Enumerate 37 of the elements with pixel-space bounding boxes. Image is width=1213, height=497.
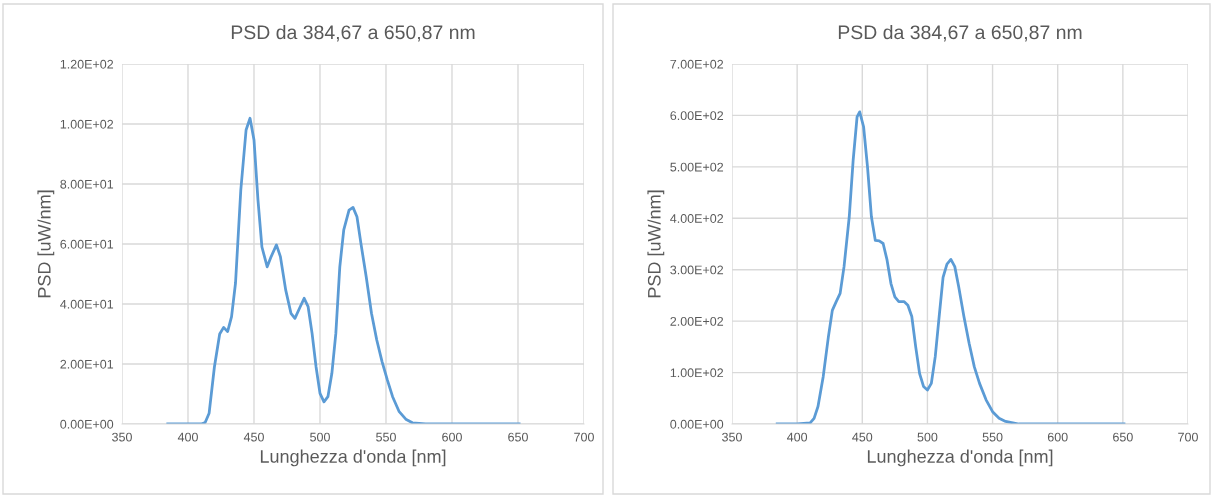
y-tick-label: 1.20E+02 xyxy=(60,59,114,69)
y-tick-label: 8.00E+01 xyxy=(60,179,114,189)
y-tick-label: 0.00E+00 xyxy=(670,419,724,429)
x-tick-label: 400 xyxy=(177,432,198,442)
x-tick-label: 500 xyxy=(917,432,938,442)
y-axis-title: PSD [uW/nm] xyxy=(37,190,55,298)
x-tick-label: 600 xyxy=(442,432,462,442)
x-tick-label: 550 xyxy=(982,432,1003,442)
x-tick-label: 650 xyxy=(1113,432,1133,442)
chart-title: PSD da 384,67 a 650,87 nm xyxy=(838,24,1082,42)
y-tick-label: 2.00E+02 xyxy=(670,316,724,326)
y-tick-label: 1.00E+02 xyxy=(60,119,114,129)
x-tick-label: 700 xyxy=(1178,432,1198,442)
x-tick-label: 450 xyxy=(243,432,264,442)
y-tick-label: 5.00E+02 xyxy=(670,162,724,172)
y-tick-label: 6.00E+02 xyxy=(670,111,724,121)
x-tick-label: 650 xyxy=(508,432,528,442)
x-tick-label: 600 xyxy=(1047,432,1068,442)
y-tick-label: 0.00E+00 xyxy=(60,419,114,429)
y-tick-label: 4.00E+01 xyxy=(60,299,114,309)
x-tick-label: 350 xyxy=(722,432,742,442)
y-axis-title: PSD [uW/nm] xyxy=(647,190,665,298)
y-tick-label: 2.00E+01 xyxy=(60,359,114,369)
x-tick-label: 400 xyxy=(787,432,808,442)
y-tick-label: 6.00E+01 xyxy=(60,239,114,249)
y-tick-label: 3.00E+02 xyxy=(670,265,724,275)
x-axis-title: Lunghezza d'onda [nm] xyxy=(260,449,446,467)
x-tick-label: 550 xyxy=(376,432,396,442)
x-axis-title: Lunghezza d'onda [nm] xyxy=(867,449,1053,467)
y-tick-label: 4.00E+02 xyxy=(670,214,724,223)
x-tick-label: 700 xyxy=(574,432,594,442)
x-tick-label: 350 xyxy=(112,432,132,442)
x-tick-label: 500 xyxy=(310,432,330,442)
y-tick-label: 1.00E+02 xyxy=(670,368,724,378)
x-tick-label: 450 xyxy=(852,432,873,442)
chart-title: PSD da 384,67 a 650,87 nm xyxy=(231,24,475,42)
y-tick-label: 7.00E+02 xyxy=(670,59,724,69)
